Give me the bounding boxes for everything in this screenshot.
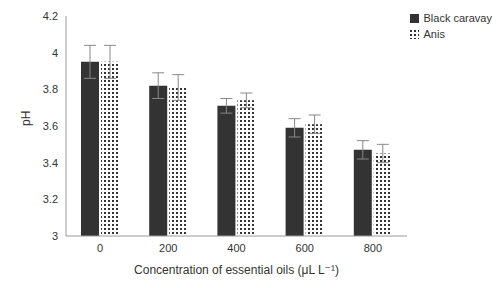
svg-text:3.6: 3.6 <box>43 120 58 132</box>
svg-text:600: 600 <box>296 242 314 254</box>
svg-text:3.2: 3.2 <box>43 193 58 205</box>
svg-text:3.4: 3.4 <box>43 157 58 169</box>
svg-text:800: 800 <box>364 242 382 254</box>
svg-text:4: 4 <box>52 47 58 59</box>
svg-text:400: 400 <box>227 242 245 254</box>
svg-text:3.8: 3.8 <box>43 83 58 95</box>
svg-text:Concentration of essential oil: Concentration of essential oils (μL L⁻¹) <box>134 263 339 277</box>
html-text:Black caravay: Black caravay <box>423 12 492 24</box>
svg-text:pH: pH <box>19 111 33 126</box>
svg-text:200: 200 <box>159 242 177 254</box>
svg-text:3: 3 <box>52 230 58 242</box>
html-text:Anis: Anis <box>423 28 445 40</box>
svg-text:0: 0 <box>97 242 103 254</box>
svg-text:4.2: 4.2 <box>43 10 58 22</box>
